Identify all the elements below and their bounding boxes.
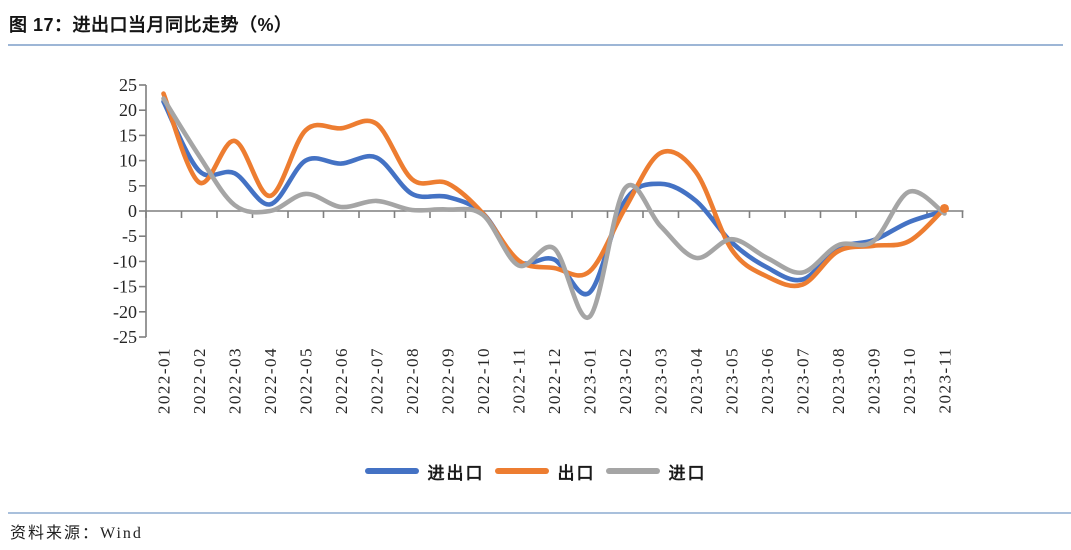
series-end-marker-export bbox=[940, 203, 949, 213]
y-tick-label: -20 bbox=[113, 302, 137, 322]
series-line-total bbox=[161, 99, 947, 297]
y-tick-label: 15 bbox=[119, 125, 137, 145]
x-tick-label: 2022-11 bbox=[510, 347, 529, 414]
y-tick-label: 0 bbox=[128, 201, 137, 221]
x-tick-label: 2022-07 bbox=[368, 347, 387, 414]
legend-swatch-import bbox=[605, 468, 660, 474]
y-tick-label: -15 bbox=[113, 277, 137, 297]
x-tick-label: 2022-03 bbox=[226, 347, 245, 414]
y-tick-label: 5 bbox=[128, 176, 137, 196]
x-tick-label: 2023-05 bbox=[723, 347, 742, 414]
trade-yoy-line-chart: 25 20 15 10 5 0 -5 -10 -15 -20 -25 2022-01 2022-02 20… bbox=[113, 75, 964, 414]
x-tick-label: 2023-09 bbox=[865, 347, 884, 414]
x-tick-label: 2022-04 bbox=[261, 347, 280, 414]
x-tick-label: 2022-01 bbox=[155, 347, 174, 414]
source-note: 资料来源：Wind bbox=[10, 525, 143, 542]
legend-label-export: 出口 bbox=[557, 463, 596, 483]
x-tick-label: 2023-04 bbox=[687, 347, 706, 414]
x-tick-label: 2022-10 bbox=[474, 347, 493, 414]
legend-swatch-export bbox=[494, 468, 549, 474]
series-line-export bbox=[161, 91, 947, 289]
x-tick-label: 2022-12 bbox=[545, 347, 564, 414]
footer-divider bbox=[8, 512, 1071, 514]
legend-item-total: 进出口 bbox=[364, 459, 485, 484]
y-tick-label: -5 bbox=[122, 226, 137, 246]
x-tick-label: 2022-05 bbox=[297, 347, 316, 414]
x-tick-label: 2023-10 bbox=[900, 347, 919, 414]
legend-label-import: 进口 bbox=[668, 463, 707, 483]
y-tick-label: 25 bbox=[119, 75, 137, 95]
legend-swatch-total bbox=[364, 468, 419, 474]
x-tick-label: 2023-06 bbox=[758, 347, 777, 414]
figure-title: 图 17：进出口当月同比走势（%） bbox=[9, 15, 293, 35]
x-tick-label: 2023-08 bbox=[829, 347, 848, 414]
x-tick-label: 2022-09 bbox=[439, 347, 458, 414]
x-tick-label: 2022-02 bbox=[190, 347, 209, 414]
y-tick-label: -25 bbox=[113, 327, 137, 347]
x-tick-label: 2023-03 bbox=[652, 347, 671, 414]
x-tick-label: 2022-08 bbox=[403, 347, 422, 414]
y-tick-label: 20 bbox=[119, 100, 137, 120]
legend-item-import: 进口 bbox=[605, 459, 707, 484]
x-tick-label: 2023-02 bbox=[616, 347, 635, 414]
chart-legend: 进出口 出口 进口 bbox=[0, 458, 1071, 484]
y-tick-label: -10 bbox=[113, 251, 137, 271]
legend-item-export: 出口 bbox=[494, 459, 596, 484]
title-underline bbox=[8, 44, 1063, 46]
series-line-import bbox=[161, 96, 947, 320]
x-tick-label: 2023-07 bbox=[794, 347, 813, 414]
x-tick-label: 2023-11 bbox=[936, 347, 955, 414]
x-tick-label: 2022-06 bbox=[332, 347, 351, 414]
legend-label-total: 进出口 bbox=[427, 463, 485, 483]
y-tick-label: 10 bbox=[119, 151, 137, 171]
x-tick-label: 2023-01 bbox=[581, 347, 600, 414]
